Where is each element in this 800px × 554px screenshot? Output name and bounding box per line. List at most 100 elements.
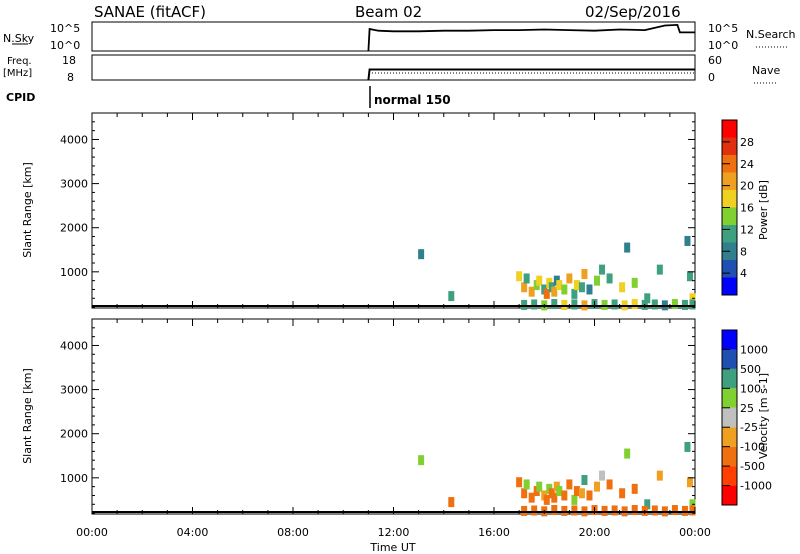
power-colorbar-tick-label: 8 (740, 245, 747, 258)
power-colorbar-swatch (722, 137, 737, 155)
nave-tick-high: 60 (708, 54, 722, 67)
velocity-ylabel: Slant Range [km] (21, 368, 34, 464)
velocity-colorbar-swatch (722, 427, 737, 447)
x-tick-label: 00:00 (679, 526, 711, 539)
velocity-colorbar-swatch (722, 349, 737, 369)
nsky-label: N.Sky (3, 32, 35, 45)
data-point (581, 475, 588, 486)
velocity-colorbar-tick-label: -25 (740, 421, 758, 434)
data-point (573, 280, 580, 291)
data-point (686, 271, 693, 282)
data-point (624, 242, 631, 253)
power-colorbar-tick-label: 12 (740, 223, 754, 236)
data-point (543, 288, 550, 299)
cpid-value: normal 150 (374, 93, 451, 107)
data-point (561, 284, 568, 295)
data-point (531, 505, 538, 516)
data-point (644, 293, 651, 304)
data-point (586, 284, 593, 295)
cpid-label: CPID (6, 91, 35, 104)
data-point (521, 282, 528, 293)
data-point (624, 448, 631, 459)
data-point (671, 505, 678, 516)
data-point (689, 505, 696, 516)
x-tick-label: 04:00 (177, 526, 209, 539)
data-point (656, 264, 663, 275)
nsky-tick-low: 10^0 (50, 39, 80, 52)
power-colorbar-swatch (722, 207, 737, 225)
data-point (418, 249, 425, 260)
nsearch-tick-high: 10^5 (708, 22, 738, 35)
x-tick-label: 12:00 (378, 526, 410, 539)
velocity-colorbar-tick-label: -1000 (740, 480, 772, 493)
data-point (531, 299, 538, 310)
data-point (671, 299, 678, 310)
data-point (631, 483, 638, 494)
velocity-colorbar-label: Velocity [m s-1] (757, 373, 770, 459)
y-tick-label: 4000 (60, 339, 88, 352)
data-point (551, 492, 558, 503)
nave-tick-low: 0 (708, 71, 715, 84)
freq-label: Freq. (7, 56, 32, 67)
power-colorbar-tick-label: 28 (740, 136, 754, 149)
x-tick-label: 16:00 (478, 526, 510, 539)
data-point (448, 291, 455, 302)
data-point (606, 273, 613, 284)
data-point (566, 273, 573, 284)
power-colorbar-tick-label: 24 (740, 158, 754, 171)
freq-tick-high: 18 (62, 54, 76, 67)
data-point (561, 505, 568, 516)
nsky-tick-high: 10^5 (50, 22, 80, 35)
velocity-colorbar-tick-label: -500 (740, 460, 765, 473)
data-point (586, 490, 593, 501)
data-point (556, 486, 563, 497)
data-point (536, 481, 543, 492)
date-label: 02/Sep/2016 (585, 3, 681, 21)
data-point (684, 441, 691, 452)
data-point (556, 280, 563, 291)
data-point (521, 299, 528, 310)
data-point (516, 271, 523, 282)
data-point (551, 286, 558, 297)
data-point (681, 505, 688, 516)
data-point (543, 494, 550, 505)
freq-panel: Freq. [MHz] 18 8 60 0 Nave (3, 54, 780, 84)
power-colorbar-label: Power [dB] (757, 180, 770, 240)
data-point (644, 499, 651, 510)
freq-series-line (367, 68, 695, 81)
data-point (689, 299, 696, 310)
data-point (686, 477, 693, 488)
data-point (566, 479, 573, 490)
data-point (536, 275, 543, 286)
y-tick-label: 3000 (60, 384, 88, 397)
data-point (631, 299, 638, 310)
nsearch-label: N.Search (746, 28, 796, 41)
nsky-panel: N.Sky 10^5 10^0 10^5 10^0 N.Search (3, 21, 796, 52)
velocity-panel: 4000 3000 2000 1000 Slant Range [km] (21, 318, 696, 517)
data-point (631, 505, 638, 516)
velocity-colorbar-swatch (722, 368, 737, 389)
y-tick-label: 4000 (60, 133, 88, 146)
data-point (551, 299, 558, 310)
velocity-colorbar-tick-label: 1000 (740, 343, 768, 356)
velocity-colorbar-swatch (722, 388, 737, 408)
velocity-colorbar-swatch (722, 466, 737, 486)
data-point (578, 488, 585, 499)
data-point (651, 299, 658, 310)
y-tick-label: 2000 (60, 428, 88, 441)
velocity-colorbar-swatch (722, 330, 737, 350)
data-point (571, 494, 578, 505)
data-point (521, 505, 528, 516)
velocity-colorbar-tick-label: 25 (740, 402, 754, 415)
freq-unit-label: [MHz] (3, 68, 32, 79)
data-point (523, 273, 530, 284)
y-tick-label: 3000 (60, 178, 88, 191)
power-colorbar-swatch (722, 277, 737, 295)
x-tick-label: 00:00 (76, 526, 108, 539)
data-point (594, 275, 601, 286)
data-point (571, 288, 578, 299)
freq-tick-low: 8 (67, 71, 74, 84)
power-colorbar-swatch (722, 172, 737, 190)
data-point (523, 479, 530, 490)
